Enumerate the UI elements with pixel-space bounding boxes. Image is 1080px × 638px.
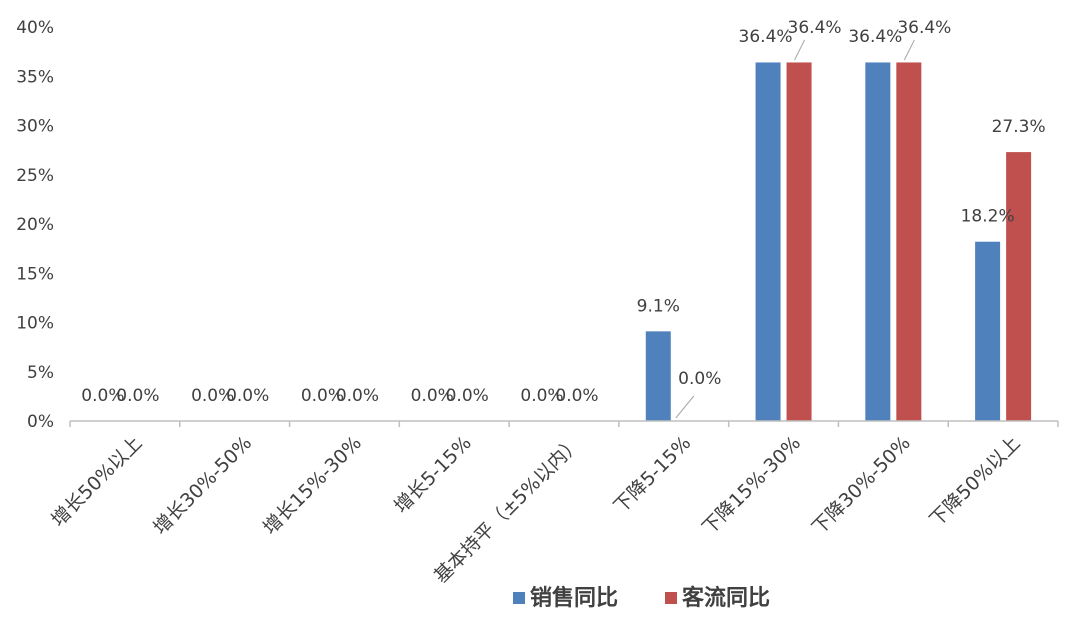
x-axis-ticks bbox=[69, 421, 1059, 427]
bars bbox=[645, 62, 1032, 422]
label-leader-lines bbox=[675, 39, 915, 419]
y-tick-label: 40% bbox=[16, 18, 54, 38]
data-label: 36.4% bbox=[848, 27, 902, 47]
category-label: 增长30%-50% bbox=[149, 432, 256, 539]
data-label: 0.0% bbox=[520, 386, 563, 406]
category-label: 增长50%以上 bbox=[47, 432, 146, 531]
data-label: 0.0% bbox=[678, 369, 721, 389]
legend-swatch bbox=[513, 592, 525, 604]
y-tick-label: 5% bbox=[27, 363, 54, 383]
category-label: 下降15%-30% bbox=[698, 432, 805, 539]
bar-sales bbox=[975, 241, 1001, 421]
y-tick-label: 10% bbox=[16, 314, 54, 334]
y-tick-label: 25% bbox=[16, 166, 54, 186]
category-labels: 增长50%以上 增长30%-50% 增长15%-30% 增长5-15%基本持平（±5%… bbox=[47, 432, 1024, 588]
data-label: 0.0% bbox=[226, 386, 269, 406]
data-label: 0.0% bbox=[411, 386, 454, 406]
data-label: 27.3% bbox=[992, 117, 1046, 137]
y-tick-label: 0% bbox=[27, 412, 54, 432]
data-label: 36.4% bbox=[739, 27, 793, 47]
bar-traffic bbox=[786, 62, 812, 422]
legend-swatch bbox=[665, 592, 677, 604]
data-label: 0.0% bbox=[301, 386, 344, 406]
y-tick-label: 15% bbox=[16, 264, 54, 284]
category-label: 增长15%-30% bbox=[259, 432, 366, 539]
bar-sales bbox=[645, 331, 671, 421]
category-label: 下降30%-50% bbox=[808, 432, 915, 539]
bar-traffic bbox=[1006, 152, 1032, 421]
data-label: 0.0% bbox=[116, 386, 159, 406]
data-labels: 0.0%0.0% 0.0%0.0% 0.0%0.0% 0.0%0.0% 0.0%0.0%… bbox=[81, 18, 1045, 406]
data-label: 36.4% bbox=[788, 18, 842, 38]
label-leader-line bbox=[794, 39, 806, 61]
data-label: 0.0% bbox=[191, 386, 234, 406]
data-label: 9.1% bbox=[637, 296, 680, 316]
bar-sales bbox=[755, 62, 781, 422]
data-label: 18.2% bbox=[961, 207, 1015, 227]
y-tick-label: 30% bbox=[16, 117, 54, 137]
y-tick-label: 20% bbox=[16, 215, 54, 235]
legend-label: 销售同比 bbox=[530, 585, 618, 611]
label-leader-line bbox=[903, 39, 915, 61]
label-leader-line bbox=[675, 395, 695, 419]
y-tick-label: 35% bbox=[16, 67, 54, 87]
bar-traffic bbox=[896, 62, 922, 422]
category-label: 下降50%以上 bbox=[925, 432, 1024, 531]
bar-sales bbox=[865, 62, 891, 422]
legend-label: 客流同比 bbox=[682, 585, 770, 611]
data-label: 0.0% bbox=[81, 386, 124, 406]
legend: 销售同比 客流同比 bbox=[513, 585, 770, 611]
data-label: 0.0% bbox=[336, 386, 379, 406]
data-label: 0.0% bbox=[555, 386, 598, 406]
category-label: 下降5-15% bbox=[610, 432, 696, 518]
data-label: 36.4% bbox=[897, 18, 951, 38]
y-axis-ticks: 0% 5% 10% 15% 20% 25% 30% 35% 40% bbox=[16, 18, 54, 432]
category-label: 增长5-15% bbox=[390, 432, 476, 518]
data-label: 0.0% bbox=[446, 386, 489, 406]
